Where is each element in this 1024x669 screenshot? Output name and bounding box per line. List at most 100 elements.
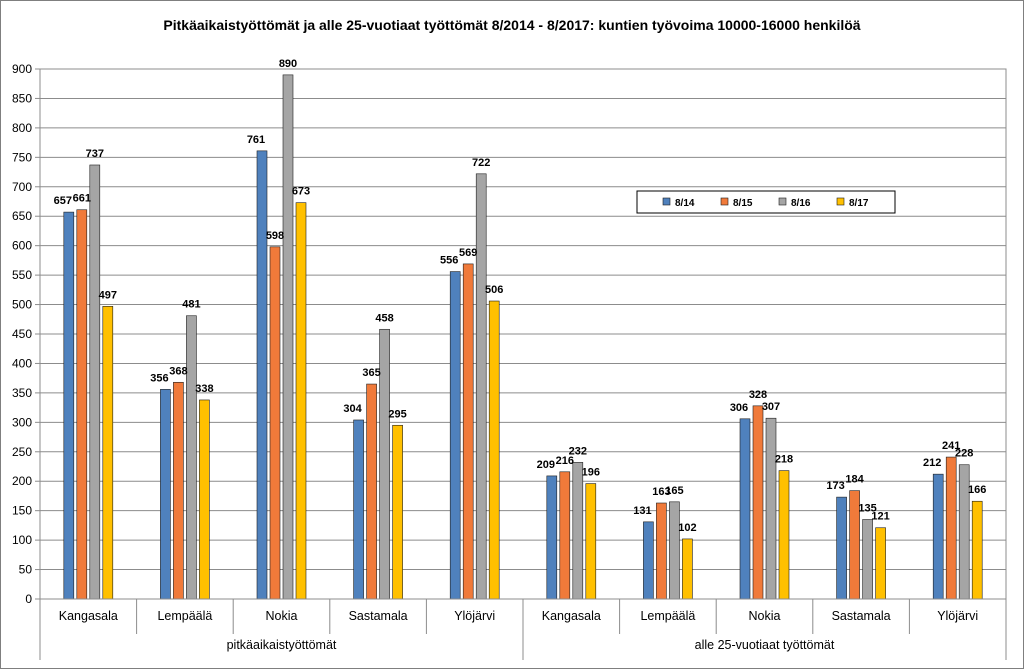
bar	[89, 164, 101, 600]
data-label: 365	[362, 367, 380, 379]
data-label: 304	[343, 403, 362, 415]
legend-swatch	[720, 197, 729, 206]
bar	[173, 381, 184, 600]
gridlines	[39, 68, 1007, 600]
bar	[449, 271, 461, 600]
bar	[379, 328, 390, 600]
bar	[269, 246, 281, 600]
bar	[392, 424, 403, 600]
bar	[778, 470, 790, 600]
data-label: 458	[375, 312, 393, 324]
bar	[475, 173, 487, 600]
bar	[488, 300, 500, 600]
bar	[256, 150, 268, 600]
legend: 8/14 8/15 8/16 8/17	[636, 190, 896, 214]
y-tick-label: 850	[12, 91, 32, 105]
data-label: 307	[762, 401, 780, 413]
y-tick-label: 500	[12, 298, 32, 312]
data-label: 657	[54, 195, 72, 207]
legend-label: 8/15	[733, 198, 753, 209]
bar	[752, 405, 764, 600]
data-label: 209	[537, 459, 555, 471]
axes: 0 50 100 150 200 250 300 350 400 450 500 550 600 650 7…	[12, 62, 1007, 660]
y-tick-label: 100	[12, 533, 32, 547]
y-tick-label: 350	[12, 386, 32, 400]
bar	[160, 389, 171, 600]
group-label: alle 25-vuotiaat työttömät	[695, 638, 835, 652]
y-tick-label: 300	[12, 415, 32, 429]
data-label: 232	[569, 445, 587, 457]
group-label: pitkäaikaistyöttömät	[227, 638, 337, 652]
data-label: 338	[195, 383, 213, 395]
bar	[836, 496, 847, 600]
legend-swatch	[662, 197, 671, 206]
y-tick-label: 450	[12, 327, 32, 341]
data-label: 166	[968, 484, 986, 496]
bar	[932, 473, 944, 600]
y-tick-label: 550	[12, 268, 32, 282]
data-label: 506	[485, 284, 503, 296]
data-label: 121	[871, 511, 889, 523]
y-tick-label: 250	[12, 445, 32, 459]
y-tick-label: 900	[12, 62, 32, 76]
data-label: 737	[86, 148, 104, 160]
bar	[875, 527, 886, 600]
data-label: 196	[582, 467, 600, 479]
legend-label: 8/16	[791, 198, 811, 209]
bar	[559, 471, 571, 600]
bar	[585, 483, 597, 600]
bar	[102, 306, 114, 600]
bar	[199, 399, 210, 600]
category-label: Nokia	[266, 609, 298, 623]
bar	[669, 501, 680, 600]
data-label: 761	[247, 134, 265, 146]
data-label: 228	[955, 448, 973, 460]
bar	[462, 263, 474, 600]
data-label: 184	[845, 474, 864, 486]
data-label: 368	[169, 365, 187, 377]
category-label: Kangasala	[542, 609, 601, 623]
data-label: 661	[73, 193, 91, 205]
data-label: 556	[440, 255, 458, 267]
data-label: 218	[775, 454, 793, 466]
data-label: 173	[826, 480, 844, 492]
bar	[682, 538, 693, 600]
category-label: Lempäälä	[157, 609, 212, 623]
bar	[971, 500, 983, 600]
legend-swatch	[836, 197, 845, 206]
y-tick-label: 700	[12, 180, 32, 194]
bar	[366, 383, 377, 600]
category-label: Sastamala	[349, 609, 408, 623]
data-label: 163	[652, 486, 670, 498]
bar	[765, 417, 777, 600]
y-tick-label: 200	[12, 474, 32, 488]
category-label: Kangasala	[59, 609, 118, 623]
data-label: 356	[150, 372, 168, 384]
y-tick-label: 800	[12, 121, 32, 135]
data-label: 131	[633, 505, 651, 517]
category-label: Nokia	[749, 609, 781, 623]
data-label: 598	[266, 230, 284, 242]
category-label: Lempäälä	[640, 609, 695, 623]
data-label: 328	[749, 389, 767, 401]
data-label: 481	[182, 299, 200, 311]
legend-swatch	[778, 197, 787, 206]
data-label: 102	[678, 522, 696, 534]
bar	[76, 209, 88, 600]
bar	[186, 315, 197, 600]
bar	[353, 419, 364, 600]
data-label: 212	[923, 457, 941, 469]
category-label: Ylöjärvi	[454, 609, 495, 623]
bar	[572, 462, 584, 600]
bar	[546, 475, 558, 600]
category-label: Ylöjärvi	[937, 609, 978, 623]
data-label: 216	[556, 455, 574, 467]
y-tick-label: 50	[19, 563, 33, 577]
data-label: 295	[388, 408, 406, 420]
data-label: 135	[858, 503, 876, 515]
bar	[63, 211, 75, 600]
data-label: 890	[279, 58, 297, 70]
y-tick-label: 650	[12, 209, 32, 223]
